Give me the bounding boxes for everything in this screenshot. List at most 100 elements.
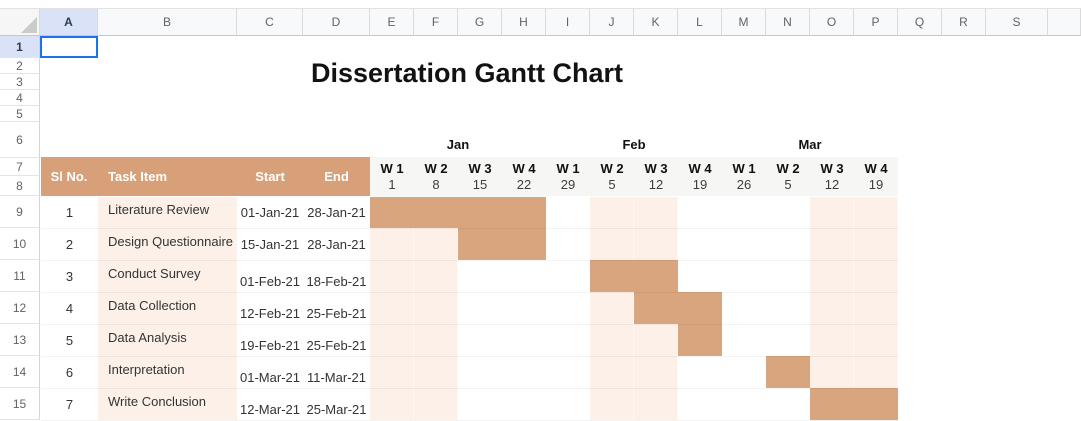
week-header-cell[interactable]: W 3 15 bbox=[458, 157, 502, 196]
column-header-i[interactable]: I bbox=[546, 8, 590, 36]
column-header-cut[interactable] bbox=[1048, 8, 1081, 36]
timeline-cell[interactable] bbox=[766, 260, 810, 292]
task-name-cell[interactable]: Conduct Survey bbox=[98, 260, 237, 292]
timeline-cell[interactable] bbox=[678, 196, 722, 228]
timeline-cell[interactable] bbox=[546, 228, 590, 260]
gantt-bar-task-2[interactable] bbox=[458, 228, 546, 260]
timeline-cell[interactable] bbox=[634, 228, 678, 260]
end-date-cell[interactable]: 18-Feb-21 bbox=[306, 274, 367, 289]
timeline-cell[interactable] bbox=[634, 388, 678, 420]
timeline-cell[interactable] bbox=[502, 324, 546, 356]
timeline-cell[interactable] bbox=[458, 260, 502, 292]
task-name-cell[interactable]: Interpretation bbox=[98, 356, 237, 388]
gantt-bar-task-5[interactable] bbox=[678, 324, 722, 356]
timeline-cell[interactable] bbox=[590, 196, 634, 228]
timeline-cell[interactable] bbox=[810, 356, 854, 388]
row-header-3[interactable]: 3 bbox=[0, 74, 40, 90]
row-header-15[interactable]: 15 bbox=[0, 388, 40, 420]
week-header-cell[interactable]: W 1 29 bbox=[546, 157, 590, 196]
timeline-cell[interactable] bbox=[458, 356, 502, 388]
column-header-e[interactable]: E bbox=[370, 8, 414, 36]
timeline-cell[interactable] bbox=[634, 324, 678, 356]
row-header-11[interactable]: 11 bbox=[0, 260, 40, 292]
end-date-cell[interactable]: 28-Jan-21 bbox=[307, 204, 366, 220]
timeline-cell[interactable] bbox=[370, 228, 414, 260]
timeline-cell[interactable] bbox=[854, 292, 898, 324]
week-header-cell[interactable]: W 4 19 bbox=[854, 157, 898, 196]
timeline-cell[interactable] bbox=[678, 356, 722, 388]
timeline-cell[interactable] bbox=[546, 292, 590, 324]
row-header-13[interactable]: 13 bbox=[0, 324, 40, 356]
timeline-cell[interactable] bbox=[546, 356, 590, 388]
timeline-cell[interactable] bbox=[590, 388, 634, 420]
column-header-h[interactable]: H bbox=[502, 8, 546, 36]
sl-no-header[interactable]: Sl No. bbox=[50, 169, 88, 184]
task-name-cell[interactable]: Design Questionnaire bbox=[98, 228, 237, 260]
month-label-feb[interactable]: Feb bbox=[622, 136, 646, 152]
timeline-cell[interactable] bbox=[590, 324, 634, 356]
timeline-cell[interactable] bbox=[370, 292, 414, 324]
column-header-q[interactable]: Q bbox=[898, 8, 942, 36]
task-name-cell[interactable]: Write Conclusion bbox=[98, 388, 237, 420]
timeline-cell[interactable] bbox=[722, 356, 766, 388]
sl-no-cell[interactable]: 4 bbox=[65, 300, 74, 316]
timeline-cell[interactable] bbox=[370, 260, 414, 292]
column-header-f[interactable]: F bbox=[414, 8, 458, 36]
row-header-10[interactable]: 10 bbox=[0, 228, 40, 260]
chart-title-cell[interactable]: Dissertation Gantt Chart bbox=[310, 57, 624, 88]
timeline-cell[interactable] bbox=[414, 356, 458, 388]
start-date-cell[interactable]: 01-Jan-21 bbox=[240, 204, 300, 220]
timeline-cell[interactable] bbox=[546, 260, 590, 292]
start-date-cell[interactable]: 01-Feb-21 bbox=[240, 274, 300, 289]
start-date-cell[interactable]: 12-Feb-21 bbox=[240, 306, 300, 321]
gantt-bar-task-1[interactable] bbox=[370, 196, 546, 228]
sl-no-cell[interactable]: 6 bbox=[65, 364, 74, 380]
end-date-cell[interactable]: 25-Feb-21 bbox=[306, 338, 367, 353]
timeline-cell[interactable] bbox=[590, 356, 634, 388]
row-header-6[interactable]: 6 bbox=[0, 122, 40, 158]
timeline-cell[interactable] bbox=[414, 292, 458, 324]
timeline-cell[interactable] bbox=[810, 260, 854, 292]
row-header-5[interactable]: 5 bbox=[0, 106, 40, 122]
row-header-14[interactable]: 14 bbox=[0, 356, 40, 388]
timeline-cell[interactable] bbox=[766, 324, 810, 356]
timeline-cell[interactable] bbox=[634, 356, 678, 388]
timeline-cell[interactable] bbox=[414, 228, 458, 260]
timeline-cell[interactable] bbox=[370, 324, 414, 356]
timeline-cell[interactable] bbox=[502, 292, 546, 324]
week-header-cell[interactable]: W 4 22 bbox=[502, 157, 546, 196]
timeline-cell[interactable] bbox=[370, 388, 414, 420]
timeline-cell[interactable] bbox=[766, 228, 810, 260]
timeline-cell[interactable] bbox=[722, 260, 766, 292]
row-header-9[interactable]: 9 bbox=[0, 196, 40, 228]
timeline-cell[interactable] bbox=[458, 292, 502, 324]
row-header-1[interactable]: 1 bbox=[0, 36, 40, 58]
end-date-cell[interactable]: 28-Jan-21 bbox=[307, 236, 366, 252]
timeline-cell[interactable] bbox=[722, 292, 766, 324]
start-date-cell[interactable]: 01-Mar-21 bbox=[240, 370, 300, 385]
timeline-cell[interactable] bbox=[722, 228, 766, 260]
task-name-cell[interactable]: Literature Review bbox=[98, 196, 237, 228]
timeline-cell[interactable] bbox=[854, 196, 898, 228]
timeline-cell[interactable] bbox=[502, 260, 546, 292]
timeline-cell[interactable] bbox=[414, 260, 458, 292]
gantt-bar-task-4[interactable] bbox=[634, 292, 722, 324]
timeline-cell[interactable] bbox=[766, 388, 810, 420]
timeline-cell[interactable] bbox=[458, 324, 502, 356]
column-header-d[interactable]: D bbox=[303, 8, 370, 36]
timeline-cell[interactable] bbox=[546, 324, 590, 356]
timeline-cell[interactable] bbox=[414, 388, 458, 420]
timeline-cell[interactable] bbox=[810, 324, 854, 356]
timeline-cell[interactable] bbox=[766, 292, 810, 324]
task-name-cell[interactable]: Data Collection bbox=[98, 292, 237, 324]
column-header-m[interactable]: M bbox=[722, 8, 766, 36]
start-date-cell[interactable]: 19-Feb-21 bbox=[240, 338, 300, 353]
column-header-g[interactable]: G bbox=[458, 8, 502, 36]
timeline-cell[interactable] bbox=[678, 260, 722, 292]
gantt-bar-task-6[interactable] bbox=[766, 356, 810, 388]
timeline-cell[interactable] bbox=[766, 196, 810, 228]
timeline-cell[interactable] bbox=[854, 356, 898, 388]
timeline-cell[interactable] bbox=[854, 228, 898, 260]
